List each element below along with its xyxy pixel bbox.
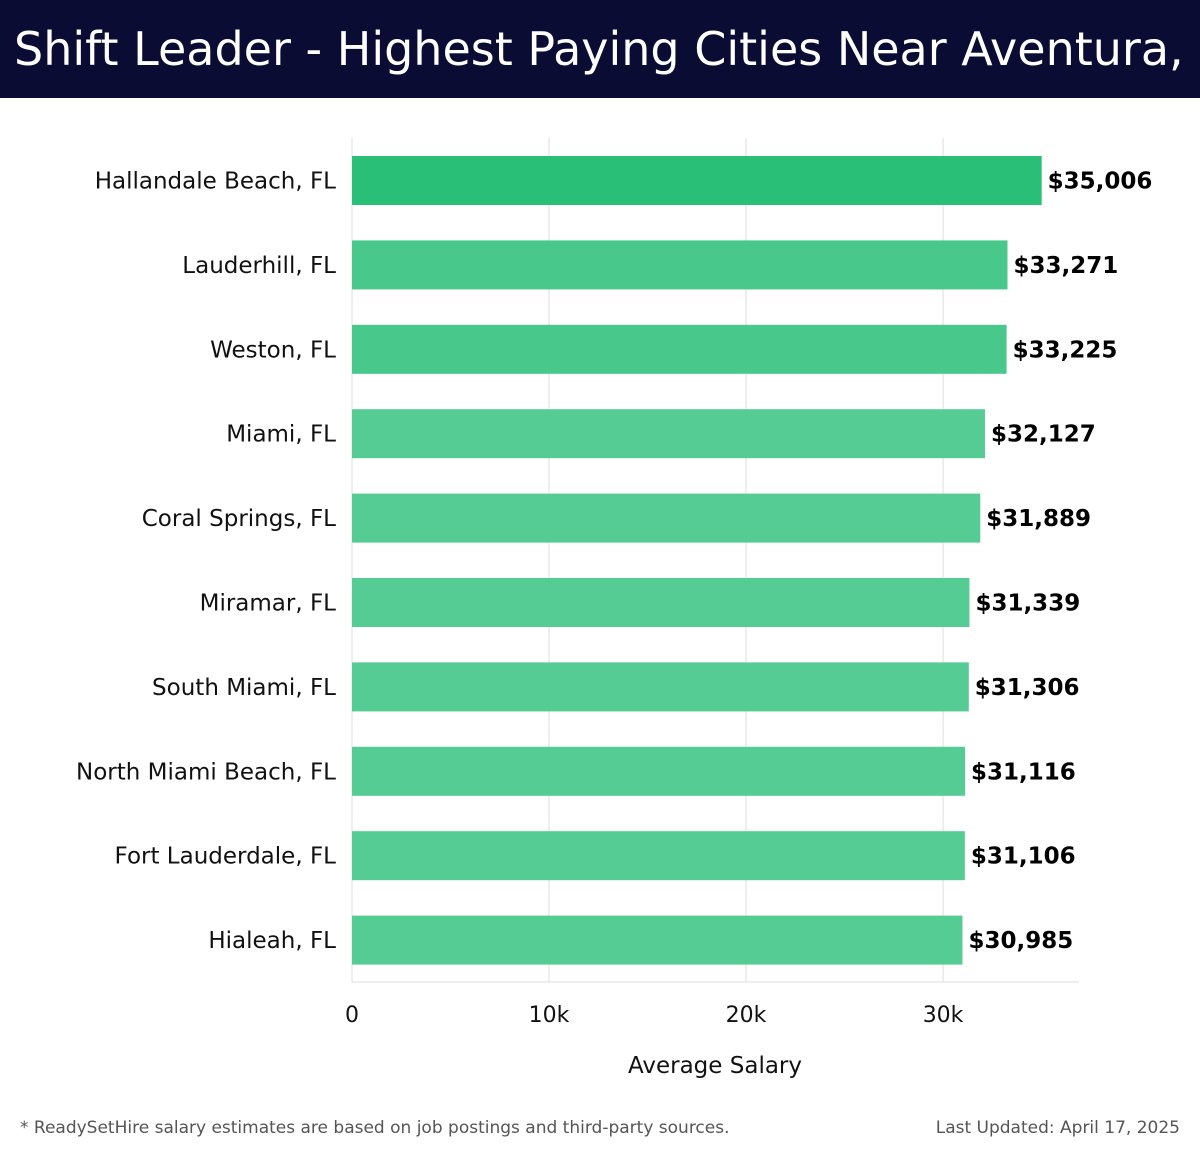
value-labels: $35,006 $33,271 $33,225 $32,127 $31,889 $31,3…: [968, 169, 1152, 955]
x-tick-label: 30k: [923, 1003, 964, 1028]
category-label: Miramar, FL: [200, 591, 337, 617]
category-label: Fort Lauderdale, FL: [115, 844, 337, 870]
x-tick-label: 0: [345, 1003, 359, 1028]
category-label: Weston, FL: [210, 337, 336, 363]
category-label: Hallandale Beach, FL: [95, 169, 336, 195]
bar: [352, 240, 1008, 290]
category-label: South Miami, FL: [152, 675, 336, 701]
category-label: Miami, FL: [226, 422, 336, 448]
category-label: Hialeah, FL: [208, 928, 336, 954]
bar: [352, 831, 965, 881]
chart-title: Shift Leader - Highest Paying Cities Nea…: [14, 22, 1200, 76]
bar-chart: Hallandale Beach, FL Lauderhill, FL Weston…: [76, 138, 1152, 1079]
last-updated: Last Updated: April 17, 2025: [935, 1118, 1180, 1138]
value-label: $32,127: [991, 422, 1096, 448]
value-label: $31,306: [975, 675, 1080, 701]
chart-header: Shift Leader - Highest Paying Cities Nea…: [0, 0, 1200, 98]
value-label: $31,116: [971, 759, 1076, 785]
bar: [352, 409, 985, 459]
value-label: $31,889: [986, 506, 1091, 532]
value-label: $31,339: [975, 591, 1080, 617]
category-label: Lauderhill, FL: [182, 253, 336, 279]
bar: [352, 493, 981, 543]
bar: [352, 324, 1007, 374]
x-axis-label: Average Salary: [628, 1053, 802, 1079]
bar: [352, 915, 963, 965]
category-label: North Miami Beach, FL: [76, 759, 336, 785]
category-labels: Hallandale Beach, FL Lauderhill, FL Weston…: [76, 169, 336, 955]
value-label: $30,985: [968, 928, 1073, 954]
bar: [352, 156, 1042, 205]
x-tick-label: 20k: [726, 1003, 767, 1028]
bar: [352, 662, 969, 712]
bars: [352, 156, 1042, 965]
value-label: $35,006: [1048, 169, 1153, 195]
x-axis-ticks: 0 10k 20k 30k: [345, 1003, 964, 1028]
footer-note: * ReadySetHire salary estimates are base…: [20, 1118, 730, 1138]
category-label: Coral Springs, FL: [142, 506, 336, 532]
bar: [352, 578, 970, 627]
bar: [352, 746, 966, 796]
value-label: $33,271: [1014, 253, 1119, 279]
value-label: $31,106: [971, 844, 1076, 870]
value-label: $33,225: [1013, 337, 1118, 363]
x-tick-label: 10k: [529, 1003, 570, 1028]
